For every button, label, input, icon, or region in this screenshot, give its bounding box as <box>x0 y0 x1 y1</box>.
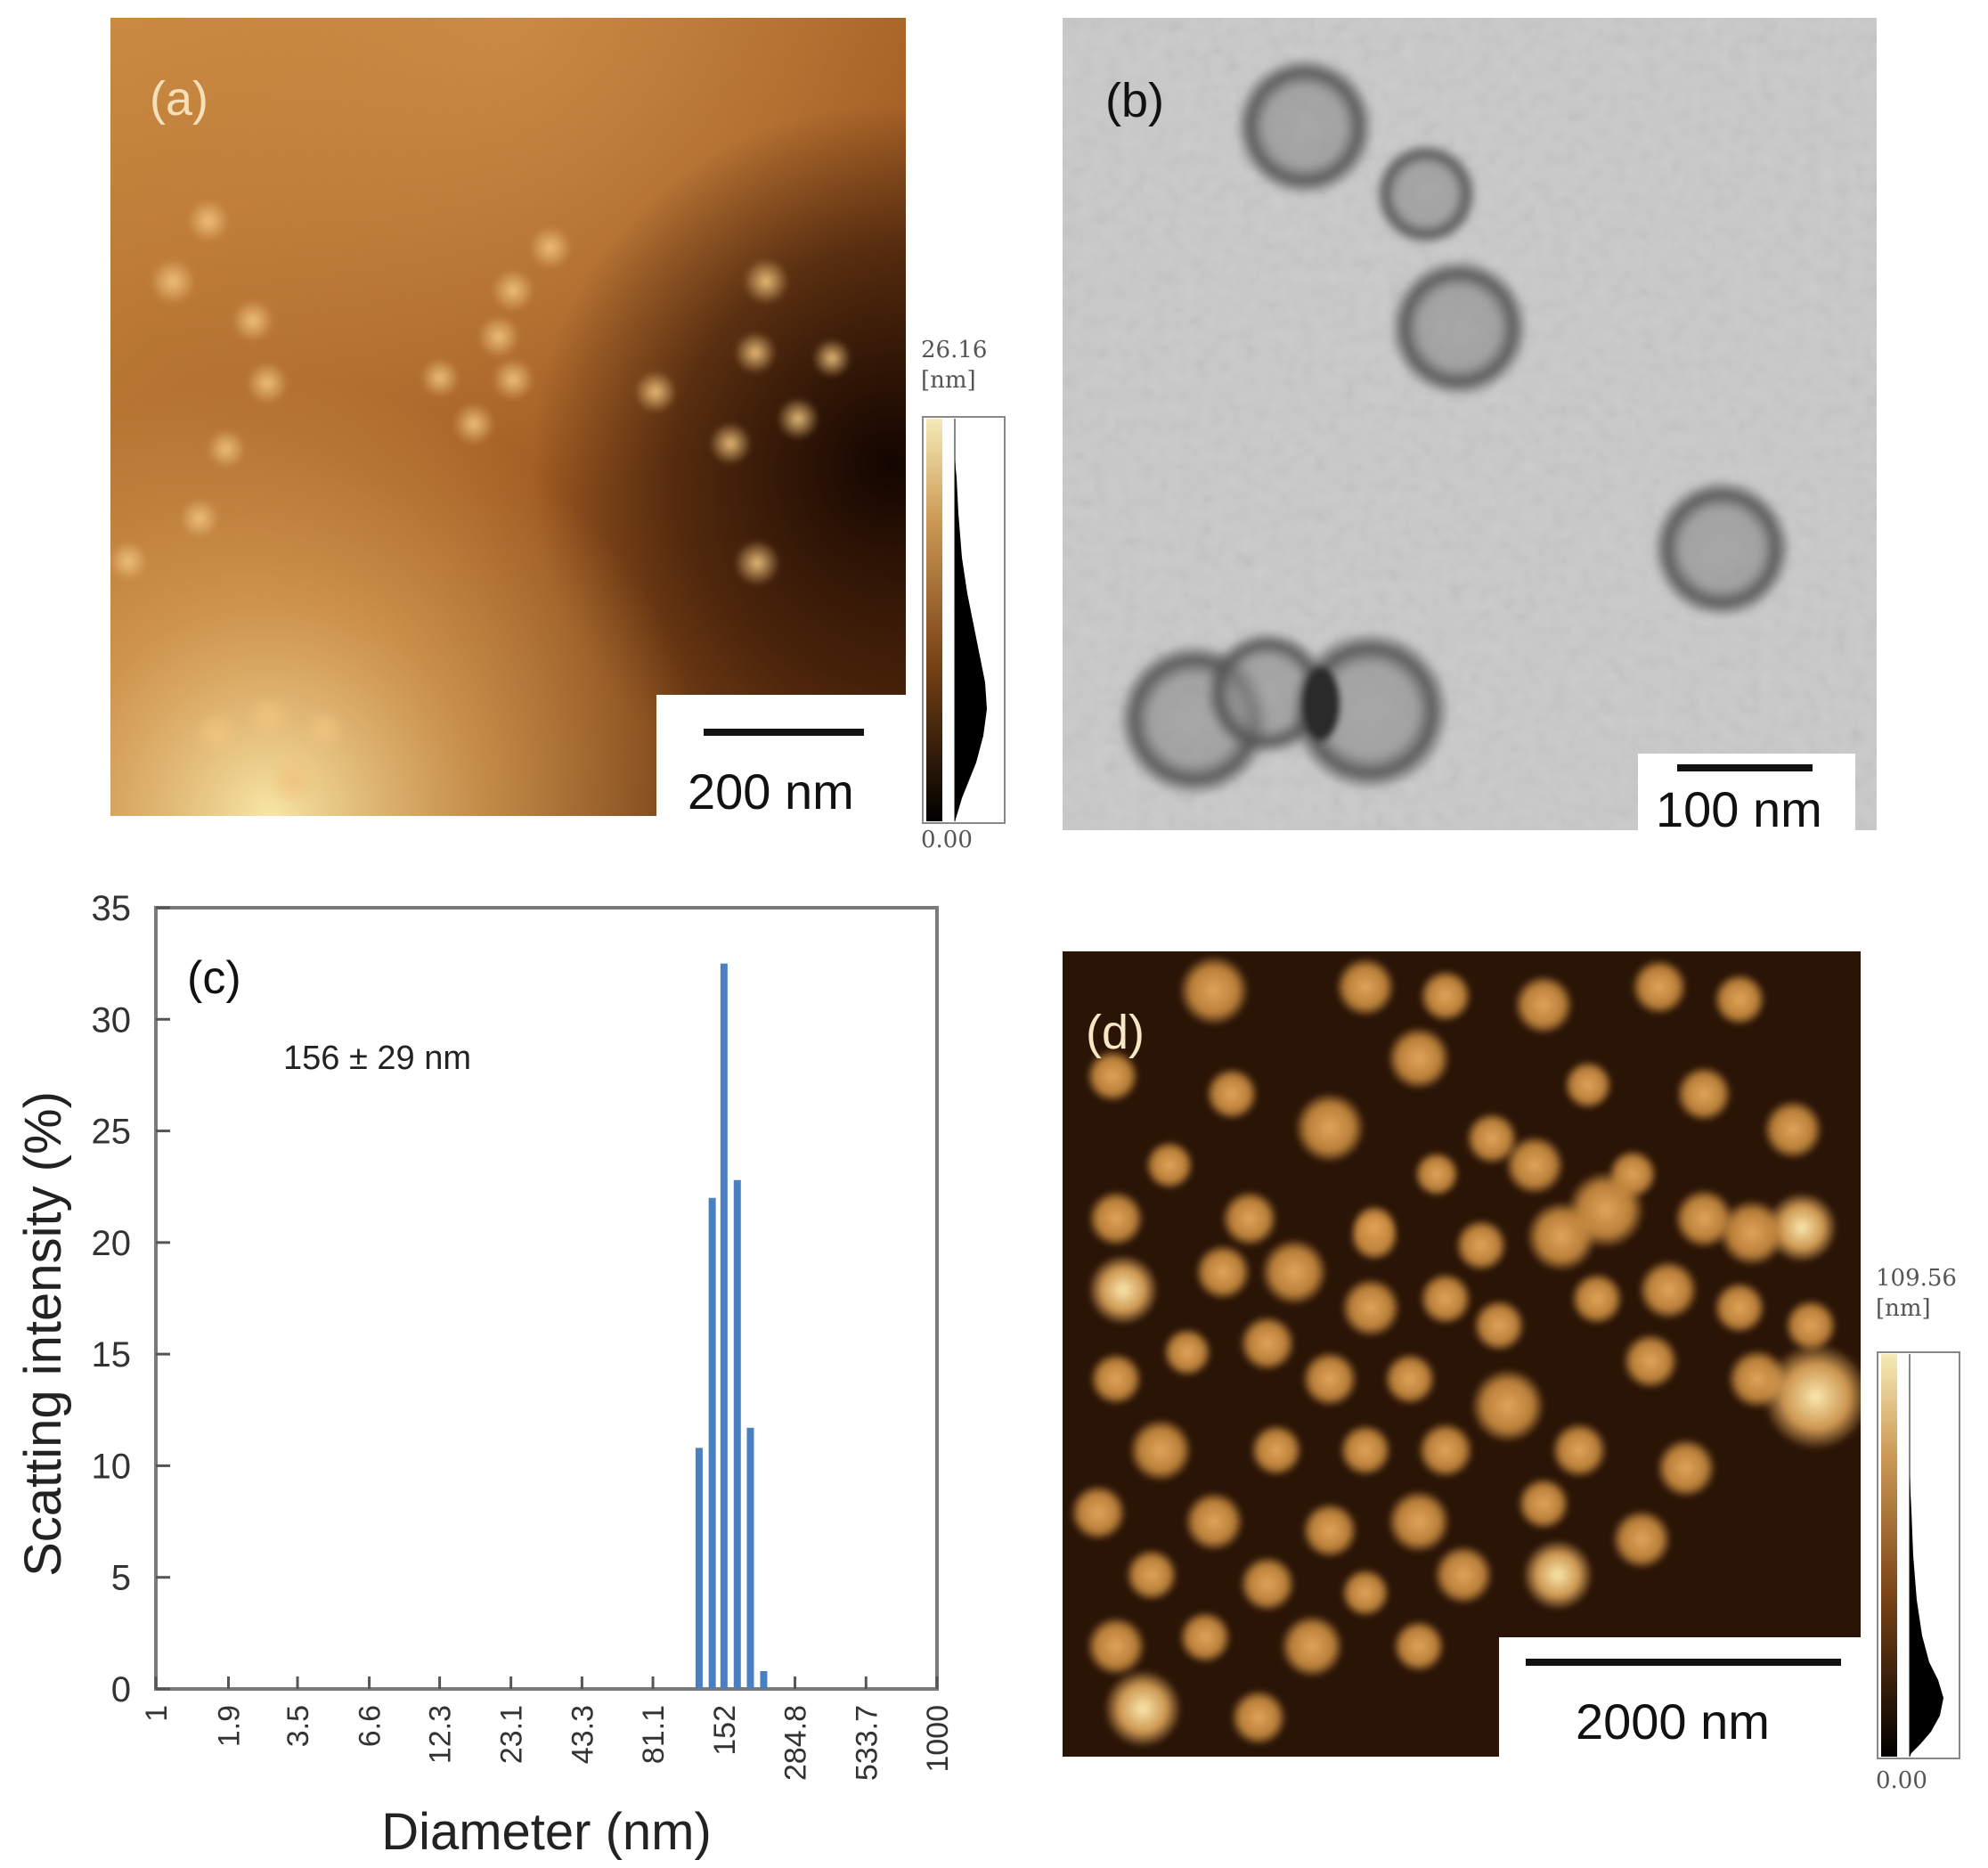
panel-a: (a) 200 nm <box>109 18 906 820</box>
panel-a-colorbar-graphic <box>922 416 1006 824</box>
y-tick-label: 35 <box>92 889 132 928</box>
panel-a-scale-bar <box>704 729 864 736</box>
x-tick-label: 12.3 <box>424 1705 458 1764</box>
panel-b: (b) 100 nm <box>1063 18 1877 837</box>
chart-annotation: 156 ± 29 nm <box>283 1040 471 1077</box>
panel-d-scale-label: 2000 nm <box>1576 1693 1770 1750</box>
y-tick-label: 30 <box>92 1000 132 1040</box>
y-tick-label: 5 <box>111 1559 131 1598</box>
x-tick-label: 1000 <box>921 1705 955 1773</box>
y-tick-label: 0 <box>111 1670 131 1709</box>
x-tick-label: 6.6 <box>354 1705 387 1747</box>
panel-c-label: (c) <box>187 952 241 1004</box>
panel-c-chart: 0 5 10 15 20 25 30 35 1 1.9 3.5 6.6 12.3 23.1 43.3 81.1… <box>14 889 955 1861</box>
x-tick-label: 284.8 <box>779 1705 813 1781</box>
panel-a-colorbar-max: 26.16 <box>921 337 988 363</box>
panel-a-scale-box <box>656 695 906 816</box>
x-tick-label: 1 <box>140 1705 174 1722</box>
bar <box>760 1670 768 1689</box>
y-tick-label: 10 <box>92 1447 132 1486</box>
y-tick-label: 20 <box>92 1224 132 1263</box>
x-tick-label: 533.7 <box>850 1705 884 1781</box>
x-tick-label: 81.1 <box>637 1705 671 1764</box>
afm-d-particles <box>1070 955 1870 1748</box>
x-tick-label: 3.5 <box>281 1705 315 1747</box>
panel-d-colorbar-unit: [nm] <box>1876 1295 1931 1322</box>
y-tick-label: 15 <box>92 1335 132 1374</box>
panel-b-tem-image <box>1063 18 1877 830</box>
panel-a-histogram <box>955 460 987 821</box>
panel-d-scale-box <box>1499 1637 1861 1757</box>
panel-a-label: (a) <box>150 72 208 126</box>
panel-b-label: (b) <box>1105 74 1164 127</box>
bar <box>720 963 728 1689</box>
tem-particles <box>1118 57 1791 796</box>
x-tick-label: 152 <box>708 1705 742 1756</box>
panel-d-colorbar-min: 0.00 <box>1876 1767 1927 1794</box>
panel-d-scale-bar <box>1526 1659 1841 1666</box>
panel-a-colorbar: 26.16 [nm] 0.00 <box>917 335 1015 853</box>
bar <box>733 1179 741 1689</box>
panel-d-label: (d) <box>1086 1006 1145 1059</box>
panel-a-colorbar-min: 0.00 <box>921 827 973 853</box>
panel-d: (d) 2000 nm <box>1063 951 1870 1757</box>
panel-a-scale-label: 200 nm <box>688 763 854 820</box>
plot-frame <box>154 906 939 1691</box>
afm-particles <box>109 200 851 807</box>
panel-d-colorbar-graphic <box>1877 1351 1960 1759</box>
x-tick-label: 43.3 <box>566 1705 599 1764</box>
y-tick-label: 25 <box>92 1113 132 1152</box>
bar <box>708 1197 716 1689</box>
panel-b-scale-label: 100 nm <box>1656 781 1822 837</box>
x-tick-label: 23.1 <box>495 1705 529 1764</box>
panel-d-afm-image <box>1063 951 1870 1757</box>
panel-a-colorbar-unit: [nm] <box>921 367 976 394</box>
panel-a-afm-image <box>109 18 906 816</box>
panel-d-colorbar: 109.56 [nm] 0.00 <box>1874 1263 1988 1798</box>
x-tick-label: 1.9 <box>212 1705 246 1747</box>
panel-d-histogram <box>1910 1475 1943 1757</box>
y-axis-label: Scatting intensity (%) <box>14 1091 72 1577</box>
bar <box>695 1448 703 1689</box>
x-axis-label: Diameter (nm) <box>381 1803 712 1861</box>
bar <box>746 1427 754 1689</box>
panel-b-scale-bar <box>1677 764 1813 771</box>
panel-d-colorbar-max: 109.56 <box>1876 1265 1957 1292</box>
